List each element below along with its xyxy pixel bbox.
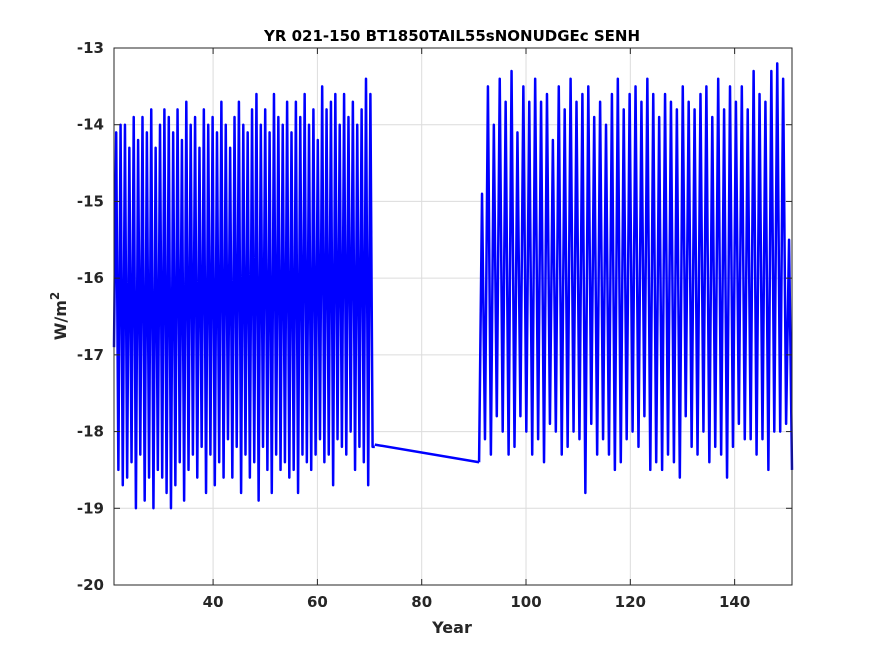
- y-axis-title-superscript: 2: [48, 292, 62, 300]
- y-axis-title-base: W/m: [51, 300, 70, 340]
- y-tick-label: -14: [77, 116, 104, 134]
- series-line-segment: [112, 77, 375, 510]
- series-line-segment: [374, 443, 480, 464]
- y-tick-label: -13: [77, 39, 104, 57]
- series-line-segment: [477, 62, 794, 495]
- y-axis-title: W/m2: [48, 292, 70, 341]
- y-tick-label: -18: [77, 423, 104, 441]
- series-layer: [112, 62, 794, 510]
- axes: 40 60 80 100 120 140 -13 -14 -15 -16 -17 -18 -19 -20: [77, 39, 793, 611]
- plot-frame: [113, 47, 793, 586]
- x-tick-label: 140: [719, 593, 750, 611]
- x-tick-label: 100: [510, 593, 541, 611]
- y-tick-label: -19: [77, 499, 104, 517]
- x-tick-label: 60: [307, 593, 328, 611]
- x-tick-label: 120: [615, 593, 646, 611]
- x-tick-label: 80: [411, 593, 432, 611]
- y-tick-label: -15: [77, 192, 104, 210]
- y-tick-label: -16: [77, 269, 104, 287]
- y-tick-label: -17: [77, 346, 104, 364]
- y-tick-label: -20: [77, 576, 104, 594]
- x-axis-title: Year: [431, 618, 472, 637]
- chart-title: YR 021-150 BT1850TAIL55sNONUDGEc SENH: [263, 27, 640, 45]
- x-tick-label: 40: [203, 593, 224, 611]
